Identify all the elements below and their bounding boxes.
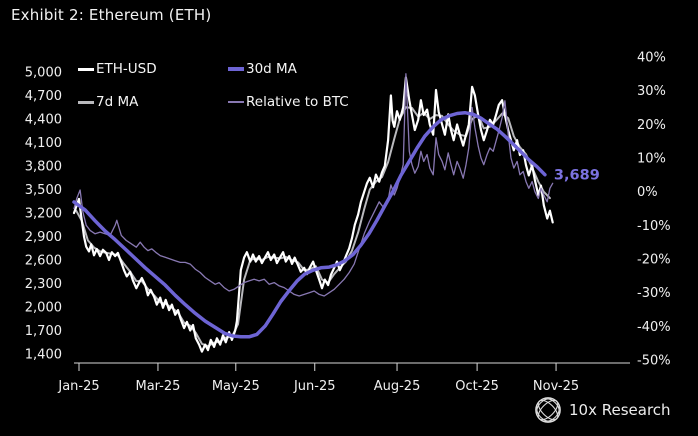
legend-label-30d-ma: 30d MA: [246, 61, 297, 77]
left-axis-label: 5,000: [25, 66, 62, 81]
ma7-line-swatch: [78, 100, 94, 104]
right-axis-label: -40%: [637, 320, 671, 335]
left-axis-label: 4,100: [25, 136, 62, 151]
left-axis-label: 1,700: [25, 324, 62, 339]
left-axis-label: 1,400: [25, 348, 62, 363]
legend-item-30d-ma: 30d MA: [228, 61, 297, 77]
wireframe-globe-icon: [535, 397, 561, 423]
right-axis-label: -30%: [637, 286, 671, 301]
right-axis-label: 0%: [637, 185, 658, 200]
left-axis-label: 4,400: [25, 113, 62, 128]
left-axis-label: 3,200: [25, 207, 62, 222]
right-axis-label: 30%: [637, 84, 666, 99]
legend-item-eth-usd: ETH-USD: [78, 61, 157, 77]
eth-usd-line-swatch: [78, 67, 94, 71]
right-axis-label: 10%: [637, 152, 666, 167]
left-axis-label: 2,300: [25, 277, 62, 292]
x-axis-label: Mar-25: [135, 379, 180, 394]
left-axis-label: 3,800: [25, 160, 62, 175]
right-axis-label: 20%: [637, 118, 666, 133]
branding: 10x Research: [534, 395, 671, 425]
right-axis-label: -20%: [637, 253, 671, 268]
series-eth-usd: [72, 76, 554, 353]
left-axis-label: 2,600: [25, 254, 62, 269]
right-axis-label: -10%: [637, 219, 671, 234]
x-axis-label: Oct-25: [455, 379, 499, 394]
legend-item-relative-to-btc: Relative to BTC: [228, 94, 349, 110]
left-axis-label: 2,000: [25, 301, 62, 316]
x-axis-label: Jan-25: [57, 379, 99, 394]
chart-title: Exhibit 2: Ethereum (ETH): [11, 6, 212, 24]
ma30-end-value-label: 3,689: [554, 168, 600, 184]
x-axis-label: May-25: [212, 379, 260, 394]
legend-label-relative-to-btc: Relative to BTC: [246, 94, 349, 110]
left-axis-label: 3,500: [25, 183, 62, 198]
ma30-line-swatch: [228, 67, 244, 71]
right-axis-label: 40%: [637, 51, 666, 66]
legend-label-7d-ma: 7d MA: [96, 94, 139, 110]
legend-label-eth-usd: ETH-USD: [96, 61, 157, 77]
legend-item-7d-ma: 7d MA: [78, 94, 138, 110]
branding-name: 10x Research: [569, 401, 671, 419]
rel-btc-line-swatch: [228, 101, 244, 103]
x-axis-label: Jun-25: [293, 379, 336, 394]
x-axis-label: Nov-25: [533, 379, 579, 394]
left-axis-label: 4,700: [25, 89, 62, 104]
right-axis-label: -50%: [637, 354, 671, 369]
left-axis-label: 2,900: [25, 230, 62, 245]
series-7d-ma: [75, 106, 551, 348]
x-axis-label: Aug-25: [374, 379, 421, 394]
series-30d-ma: [72, 110, 547, 339]
